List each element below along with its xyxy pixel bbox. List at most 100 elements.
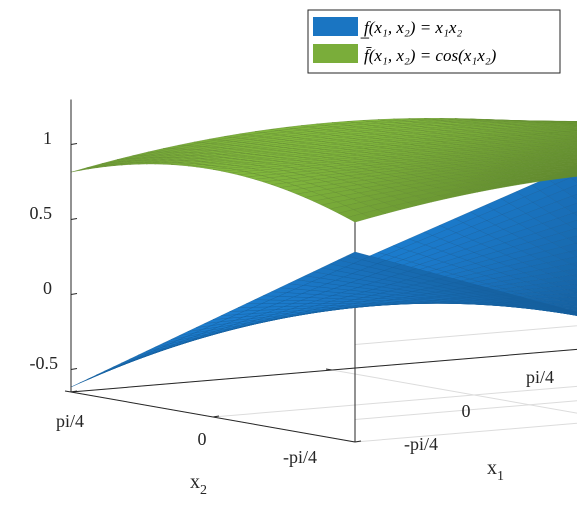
lower-surface-patch — [568, 249, 577, 257]
lower-surface-patch — [568, 303, 577, 307]
upper-surface-patch — [567, 122, 577, 125]
lower-surface-patch — [561, 256, 577, 265]
x2-tick-mark — [212, 415, 220, 418]
upper-bound-surface — [70, 118, 577, 223]
x2-grid-line — [212, 385, 577, 418]
lower-surface-patch — [557, 212, 577, 224]
z-grid-line — [354, 325, 577, 345]
upper-surface-patch — [567, 143, 577, 146]
upper-surface-patch — [553, 125, 577, 129]
lower-surface-patch — [112, 358, 137, 368]
lower-surface-patch — [568, 312, 577, 315]
lower-surface-patch — [570, 308, 577, 311]
upper-surface-patch — [574, 164, 577, 166]
lower-surface-patch — [570, 174, 577, 183]
upper-surface-patch — [571, 132, 577, 134]
x2-tick-label: -pi/4 — [283, 447, 317, 467]
x1-tick-label: pi/4 — [526, 367, 554, 387]
lower-surface-patch — [571, 274, 577, 278]
upper-surface-patch — [564, 158, 577, 162]
lower-surface-patch — [572, 284, 577, 287]
upper-surface-patch — [563, 154, 577, 157]
upper-surface-patch — [569, 125, 577, 128]
lower-surface-patch — [566, 288, 577, 294]
legend-swatch-lower — [313, 17, 358, 36]
upper-surface-patch — [553, 148, 577, 152]
lower-surface-patch — [555, 274, 577, 282]
upper-surface-patch — [574, 121, 577, 123]
x2-tick-label: 0 — [198, 429, 207, 449]
z-tick-label: 1 — [43, 128, 52, 148]
upper-surface-patch — [570, 151, 577, 154]
upper-surface-patch — [560, 145, 577, 149]
lower-surface-patch — [569, 262, 577, 268]
upper-surface-patch — [560, 123, 577, 127]
lower-surface-patch — [571, 193, 577, 200]
upper-surface-patch — [564, 134, 577, 138]
lower-surface-patch — [563, 184, 577, 197]
lower-surface-patch — [553, 303, 577, 307]
x2-tick-mark — [70, 390, 78, 393]
z-tick-mark — [70, 218, 78, 220]
x2-tick-label: pi/4 — [56, 411, 84, 431]
lower-surface-patch — [564, 203, 577, 214]
lower-surface-patch — [560, 300, 577, 304]
legend-entry-upper: f̄(x₁, x₂) = cos(x₁x₂) — [364, 46, 497, 65]
z-tick-mark — [70, 293, 78, 295]
x2-axis-label: x2 — [190, 471, 207, 498]
x1-grid-line — [331, 369, 577, 414]
x1-tick-mark — [64, 390, 72, 393]
x1-tick-mark — [325, 368, 333, 371]
upper-surface-patch — [561, 173, 577, 178]
lower-surface-patch — [121, 354, 145, 364]
lower-surface-patch — [567, 296, 577, 301]
lower-surface-patch — [574, 314, 577, 316]
legend: f̲(x₁, x₂) = x₁x₂ f̄(x₁, x₂) = cos(x₁x₂) — [307, 9, 561, 74]
x2-tick-mark — [354, 440, 362, 443]
lower-surface-patch — [572, 211, 577, 216]
lower-surface-patch — [554, 177, 577, 191]
z-tick-label: 0.5 — [30, 203, 53, 223]
z-tick-label: 0 — [43, 278, 52, 298]
upper-surface-patch — [573, 136, 577, 138]
lower-surface-patch — [574, 292, 577, 295]
upper-surface-patch — [565, 162, 577, 166]
lower-surface-patch — [562, 268, 577, 276]
upper-surface-patch — [568, 171, 577, 175]
lower-surface-patch — [557, 284, 577, 290]
lower-surface-patch — [574, 227, 577, 231]
lower-surface-patch — [575, 314, 577, 316]
lower-surface-patch — [558, 228, 577, 239]
lower-surface-patch — [567, 235, 577, 244]
z-tick-mark — [70, 368, 78, 370]
lower-surface-patch — [556, 195, 577, 208]
z-tick-mark — [70, 143, 78, 145]
z-tick-label: -0.5 — [30, 353, 59, 373]
upper-surface-patch — [568, 147, 577, 150]
lower-surface-patch — [554, 263, 577, 272]
lower-surface-patch — [560, 243, 577, 253]
x1-tick-label: -pi/4 — [404, 434, 438, 454]
upper-surface-patch — [563, 130, 577, 134]
upper-surface-patch — [571, 156, 577, 158]
upper-surface-patch — [559, 141, 577, 145]
upper-surface-patch — [558, 164, 577, 169]
upper-surface-patch — [570, 128, 577, 131]
upper-surface-patch — [566, 138, 577, 142]
lower-surface-patch — [564, 279, 577, 285]
x2-grid-line — [354, 422, 577, 443]
lower-surface-patch — [561, 309, 577, 314]
legend-entry-lower: f̲(x₁, x₂) = x₁x₂ — [360, 18, 462, 39]
lower-surface-patch — [561, 305, 577, 309]
x1-axis-label: x1 — [487, 457, 504, 484]
lower-surface-patch — [560, 311, 577, 316]
x1-tick-label: 0 — [462, 401, 471, 421]
axes-front — [64, 99, 577, 443]
upper-surface-patch — [567, 166, 577, 170]
upper-surface-patch — [572, 160, 577, 162]
upper-surface-patch — [555, 129, 577, 132]
lower-surface-patch — [559, 292, 577, 298]
upper-surface-patch — [560, 169, 577, 173]
upper-surface-patch — [574, 140, 577, 142]
